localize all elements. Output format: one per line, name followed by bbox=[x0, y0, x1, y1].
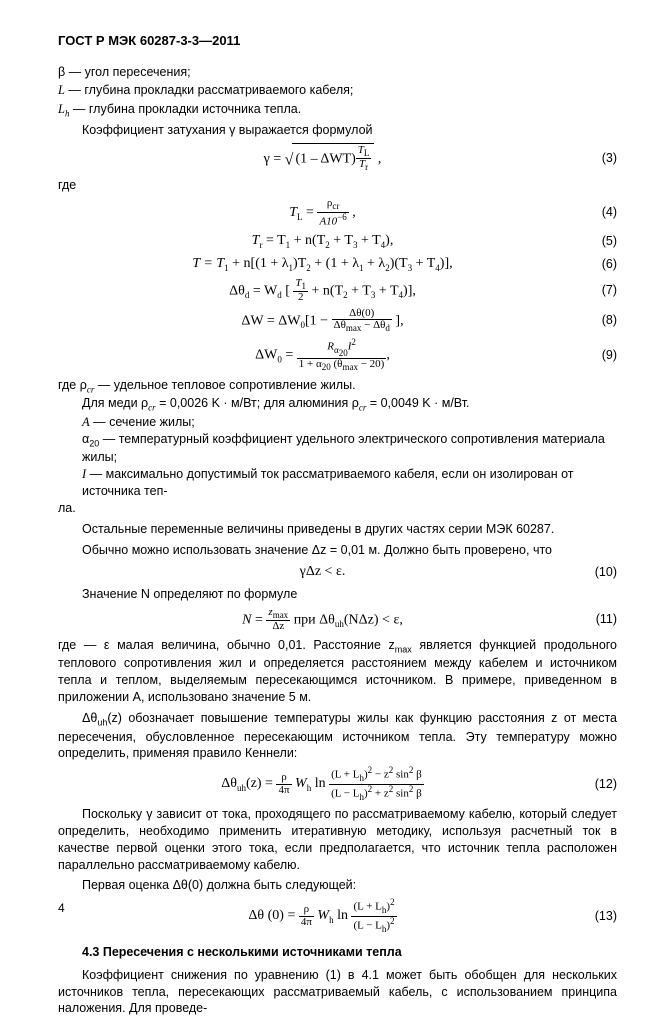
other-vars: Остальные переменные величины приведены … bbox=[58, 521, 617, 538]
section-4-3: 4.3 Пересечения с несколькими источникам… bbox=[58, 944, 617, 961]
equation-12: Δθuh(z) = ρ4π Wh ln (L + Lh)2 − z2 sin2 … bbox=[58, 766, 617, 802]
delta-uh-para: Δθuh(z) обозначает повышение температуры… bbox=[58, 710, 617, 762]
equation-3: γ = √(1 – ΔWT)TLTr , (3) bbox=[58, 143, 617, 173]
page-number: 4 bbox=[58, 900, 65, 916]
eps-para: где — ε малая величина, обычно 0,01. Рас… bbox=[58, 637, 617, 706]
equation-5: Tr = T1 + n(T2 + T3 + T4), (5) bbox=[58, 232, 617, 251]
standard-header: ГОСТ Р МЭК 60287-3-3—2011 bbox=[58, 32, 617, 50]
equation-8: ΔW = ΔW0[1 − Δθ(0)Δθmax − Δθd ], (8) bbox=[58, 308, 617, 334]
eq-num-3: (3) bbox=[587, 150, 617, 167]
I-def-cont: ла. bbox=[58, 500, 617, 517]
equation-13: Δθ (0) = ρ4π Wh ln (L + Lh)2 (L − Lh)2 (… bbox=[58, 898, 617, 934]
section-4-3-body: Коэффициент снижения по уравнению (1) в … bbox=[58, 967, 617, 1017]
def-Lh: Lh — глубина прокладки источника тепла. bbox=[58, 101, 617, 120]
alpha20-def: α20 — температурный коэффициент удельног… bbox=[82, 431, 617, 467]
equation-6: T = T1 + n[(1 + λ1)T2 + (1 + λ1 + λ2)(T3… bbox=[58, 255, 617, 274]
equation-11: N = zmaxΔz при Δθuh(NΔz) < ε, (11) bbox=[58, 607, 617, 633]
attenuation-intro: Коэффициент затухания γ выражается форму… bbox=[82, 122, 617, 139]
equation-7: Δθd = Wd [ T12 + n(T2 + T3 + T4)], (7) bbox=[58, 278, 617, 304]
A-def: A — сечение жилы; bbox=[82, 414, 617, 431]
first-estimate: Первая оценка Δθ(0) должна быть следующе… bbox=[58, 877, 617, 894]
where-rho: где ρcr — удельное тепловое сопротивлени… bbox=[58, 377, 617, 396]
def-L: L — глубина прокладки рассматриваемого к… bbox=[58, 82, 617, 99]
equation-4: TL = ρcrA10−6 , (4) bbox=[58, 198, 617, 228]
I-def: I — максимально допустимый ток рассматри… bbox=[82, 466, 617, 500]
def-beta: β — угол пересечения; bbox=[58, 64, 617, 81]
where-1: где bbox=[58, 177, 617, 194]
equation-10: γΔz < ε. (10) bbox=[58, 563, 617, 582]
copper-alu: Для меди ρcr = 0,0026 K · м/Вт; для алюм… bbox=[82, 395, 617, 414]
since-gamma: Поскольку γ зависит от тока, проходящего… bbox=[58, 806, 617, 874]
usually: Обычно можно использовать значение Δz = … bbox=[58, 542, 617, 559]
equation-9: ΔW0 = Rα20I2 1 + α20 (θmax − 20) , (9) bbox=[58, 338, 617, 373]
N-intro: Значение N определяют по формуле bbox=[58, 586, 617, 603]
document-page: ГОСТ Р МЭК 60287-3-3—2011 β — угол перес… bbox=[0, 0, 661, 936]
